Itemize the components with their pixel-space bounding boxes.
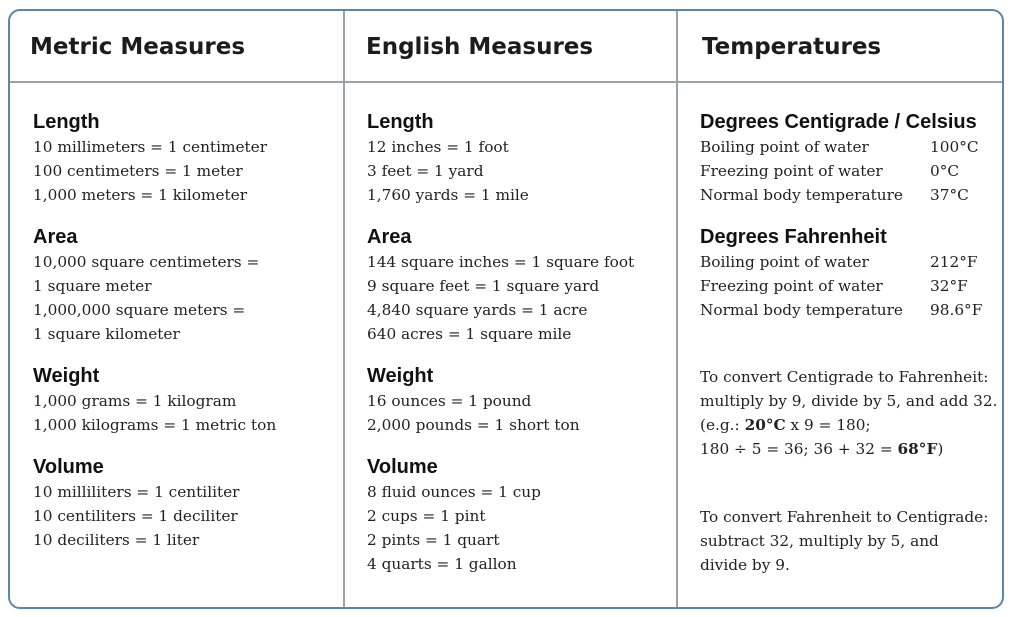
conversion-line: 1 square meter — [33, 277, 152, 295]
fahrenheit-to-celsius-note: To convert Fahrenheit to Centigrade: sub… — [700, 508, 989, 574]
conversion-line: 12 inches = 1 foot — [367, 138, 509, 156]
temperature-row: Boiling point of water 212°F — [700, 250, 996, 274]
section-title: Length — [33, 111, 100, 133]
english-volume-section: Volume 8 fluid ounces = 1 cup 2 cups = 1… — [367, 454, 676, 576]
metric-volume-section: Volume 10 milliliters = 1 centiliter 10 … — [33, 454, 343, 552]
conversion-line: 2 cups = 1 pint — [367, 507, 486, 525]
conversion-line: 2 pints = 1 quart — [367, 531, 500, 549]
temperature-label: Normal body temperature — [700, 186, 903, 204]
temperatures-header: Temperatures — [678, 11, 1002, 83]
temperature-value: 37°C — [930, 186, 969, 204]
english-length-section: Length 12 inches = 1 foot 3 feet = 1 yar… — [367, 109, 676, 207]
conversion-line: 10 centiliters = 1 deciliter — [33, 507, 238, 525]
section-title: Degrees Fahrenheit — [700, 226, 887, 248]
conversion-line: 16 ounces = 1 pound — [367, 392, 532, 410]
temperature-row: Normal body temperature 37°C — [700, 183, 996, 207]
celsius-to-fahrenheit-note: To convert Centigrade to Fahrenheit: mul… — [700, 368, 998, 458]
conversion-line: 100 centimeters = 1 meter — [33, 162, 243, 180]
section-title: Weight — [367, 365, 434, 387]
conversion-line: 1,000 meters = 1 kilometer — [33, 186, 248, 204]
conversion-line: 1,000 grams = 1 kilogram — [33, 392, 237, 410]
section-title: Volume — [367, 456, 438, 478]
conversion-line: 4 quarts = 1 gallon — [367, 555, 517, 573]
english-header: English Measures — [345, 11, 676, 83]
celsius-section: Degrees Centigrade / Celsius Boiling poi… — [700, 109, 996, 207]
temperature-value: 0°C — [930, 162, 960, 180]
english-column: English Measures Length 12 inches = 1 fo… — [343, 11, 676, 607]
temperature-value: 212°F — [930, 253, 978, 271]
temperature-label: Boiling point of water — [700, 253, 869, 271]
metric-column: Metric Measures Length 10 millimeters = … — [10, 11, 343, 607]
conversion-line: 10 deciliters = 1 liter — [33, 531, 200, 549]
conversion-line: 10 millimeters = 1 centimeter — [33, 138, 268, 156]
temperature-value: 32°F — [930, 277, 968, 295]
temperature-value: 98.6°F — [930, 301, 983, 319]
english-weight-section: Weight 16 ounces = 1 pound 2,000 pounds … — [367, 363, 676, 437]
metric-header: Metric Measures — [10, 11, 343, 83]
conversion-line: 2,000 pounds = 1 short ton — [367, 416, 580, 434]
temperatures-column: Temperatures Degrees Centigrade / Celsiu… — [676, 11, 1002, 607]
conversion-line: 1,760 yards = 1 mile — [367, 186, 529, 204]
temperature-label: Freezing point of water — [700, 162, 883, 180]
conversion-line: 3 feet = 1 yard — [367, 162, 484, 180]
temperature-row: Freezing point of water 0°C — [700, 159, 996, 183]
temperature-label: Normal body temperature — [700, 301, 903, 319]
section-title: Volume — [33, 456, 104, 478]
metric-weight-section: Weight 1,000 grams = 1 kilogram 1,000 ki… — [33, 363, 343, 437]
temperature-label: Boiling point of water — [700, 138, 869, 156]
conversion-line: 144 square inches = 1 square foot — [367, 253, 635, 271]
temperature-row: Boiling point of water 100°C — [700, 135, 996, 159]
english-area-section: Area 144 square inches = 1 square foot 9… — [367, 224, 676, 346]
conversion-line: 4,840 square yards = 1 acre — [367, 301, 588, 319]
measures-table: Metric Measures Length 10 millimeters = … — [8, 9, 1004, 609]
temperature-row: Normal body temperature 98.6°F — [700, 298, 996, 322]
section-title: Area — [33, 226, 78, 248]
temperature-row: Freezing point of water 32°F — [700, 274, 996, 298]
temperature-value: 100°C — [930, 138, 979, 156]
section-title: Weight — [33, 365, 100, 387]
metric-area-section: Area 10,000 square centimeters = 1 squar… — [33, 224, 343, 346]
conversion-line: 9 square feet = 1 square yard — [367, 277, 600, 295]
fahrenheit-section: Degrees Fahrenheit Boiling point of wate… — [700, 224, 996, 322]
conversion-line: 1,000,000 square meters = — [33, 301, 246, 319]
section-title: Degrees Centigrade / Celsius — [700, 111, 977, 133]
conversion-line: 1,000 kilograms = 1 metric ton — [33, 416, 277, 434]
section-title: Area — [367, 226, 412, 248]
conversion-line: 8 fluid ounces = 1 cup — [367, 483, 541, 501]
temperature-label: Freezing point of water — [700, 277, 883, 295]
section-title: Length — [367, 111, 434, 133]
conversion-line: 10,000 square centimeters = — [33, 253, 260, 271]
metric-length-section: Length 10 millimeters = 1 centimeter 100… — [33, 109, 343, 207]
conversion-line: 10 milliliters = 1 centiliter — [33, 483, 240, 501]
conversion-line: 640 acres = 1 square mile — [367, 325, 572, 343]
conversion-line: 1 square kilometer — [33, 325, 180, 343]
